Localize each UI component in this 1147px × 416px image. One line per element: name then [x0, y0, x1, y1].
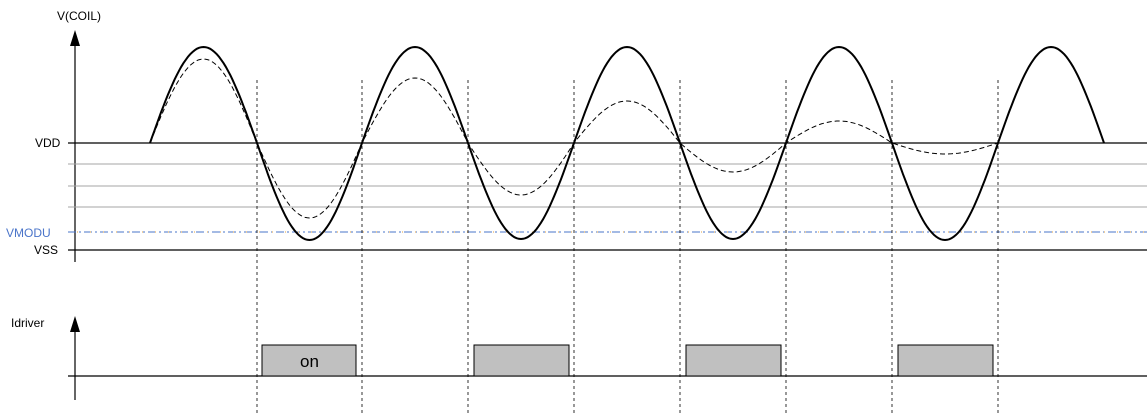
vdd-label: VDD	[35, 136, 61, 150]
driver-pulse	[685, 344, 782, 377]
coil-voltage-solid-curve	[149, 45, 1105, 242]
vcoil-label: V(COIL)	[57, 9, 101, 23]
coil-voltage-dashed-curve	[149, 58, 999, 219]
driver-pulse	[473, 344, 570, 377]
vmodu-label: VMODU	[6, 226, 51, 240]
vcoil-axis-arrow-icon	[70, 30, 80, 46]
zero-crossing-markers	[256, 80, 999, 416]
pulse-on-label: on	[300, 352, 319, 371]
vss-label: VSS	[34, 243, 58, 257]
idriver-label: Idriver	[11, 316, 44, 330]
driver-pulse	[261, 344, 357, 377]
idriver-axis-arrow-icon	[70, 316, 80, 332]
driver-pulse	[897, 344, 994, 377]
